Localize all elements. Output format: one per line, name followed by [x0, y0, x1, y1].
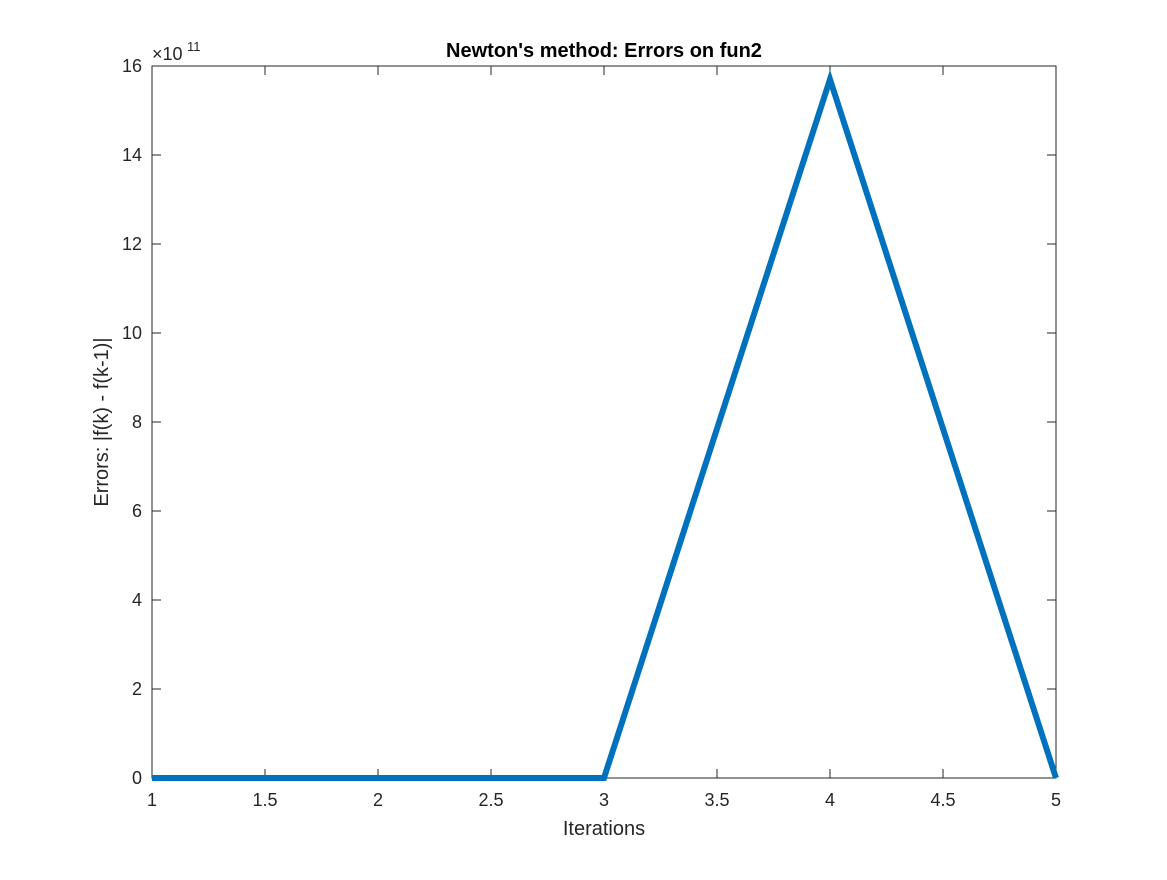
x-tick-label: 4 — [825, 790, 835, 810]
x-tick-label: 5 — [1051, 790, 1061, 810]
x-tick-label: 1 — [147, 790, 157, 810]
y-axis-label: Errors: |f(k) - f(k-1)| — [91, 337, 113, 506]
y-tick-label: 6 — [132, 501, 142, 521]
x-tick-label: 2 — [373, 790, 383, 810]
y-tick-label: 2 — [132, 679, 142, 699]
x-tick-label: 2.5 — [478, 790, 503, 810]
y-tick-label: 4 — [132, 590, 142, 610]
y-tick-label: 10 — [122, 323, 142, 343]
y-tick-label: 8 — [132, 412, 142, 432]
chart-title: Newton's method: Errors on fun2 — [446, 40, 762, 62]
x-tick-label: 3.5 — [704, 790, 729, 810]
x-axis-label: Iterations — [563, 818, 645, 840]
y-tick-label: 16 — [122, 56, 142, 76]
x-tick-label: 4.5 — [930, 790, 955, 810]
y-exponent-base: ×10 — [152, 44, 183, 64]
y-exponent-power: 11 — [187, 39, 201, 54]
y-tick-label: 0 — [132, 768, 142, 788]
x-tick-label: 3 — [599, 790, 609, 810]
y-tick-label: 14 — [122, 145, 142, 165]
y-tick-label: 12 — [122, 234, 142, 254]
x-tick-label: 1.5 — [252, 790, 277, 810]
